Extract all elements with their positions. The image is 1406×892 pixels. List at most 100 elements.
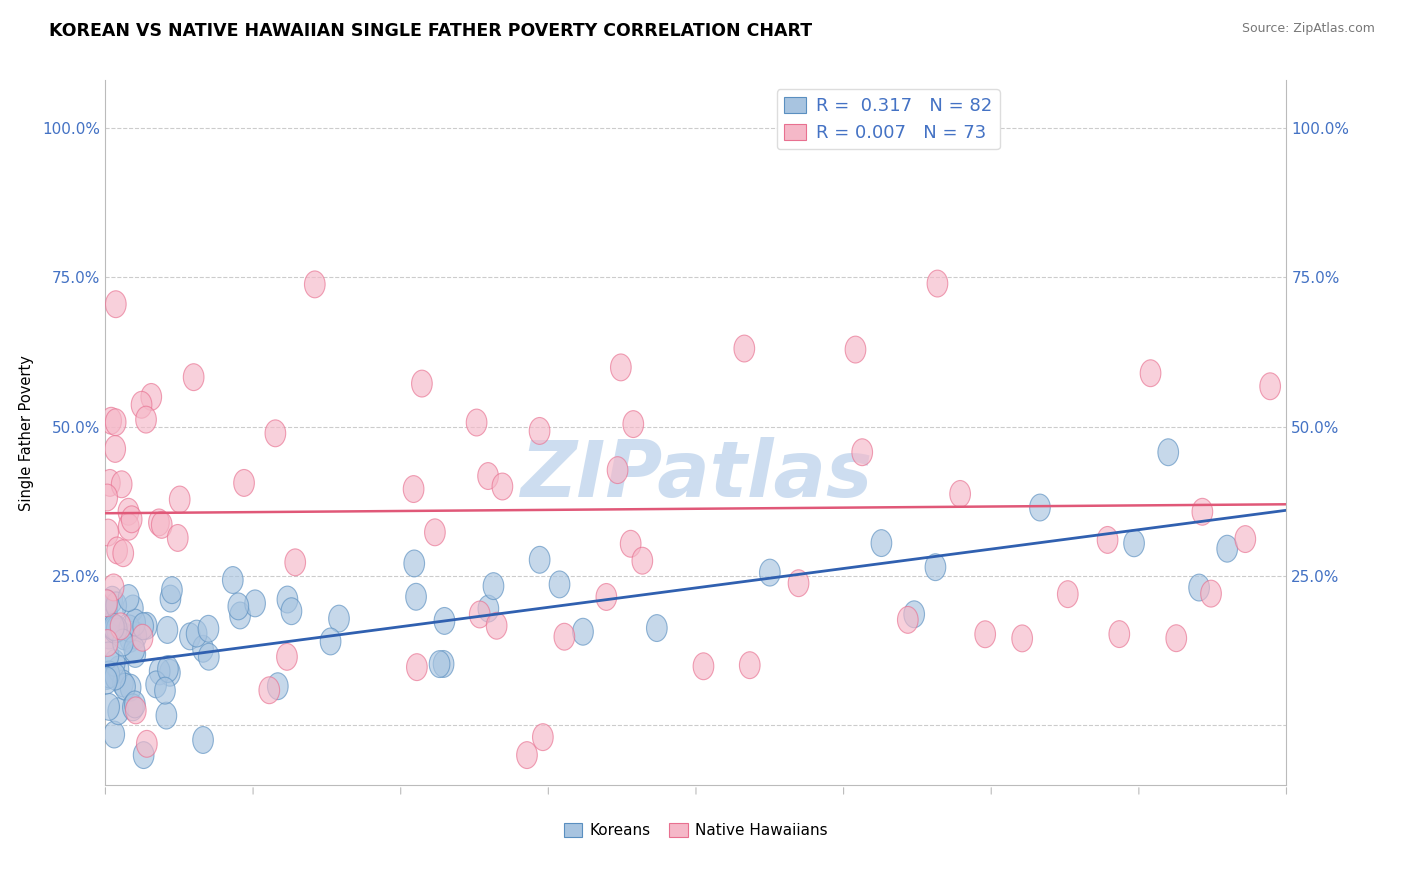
Ellipse shape xyxy=(434,607,454,634)
Ellipse shape xyxy=(1012,625,1032,652)
Ellipse shape xyxy=(120,625,141,652)
Ellipse shape xyxy=(1188,574,1209,601)
Ellipse shape xyxy=(97,598,118,625)
Ellipse shape xyxy=(425,519,446,546)
Ellipse shape xyxy=(1123,530,1144,557)
Ellipse shape xyxy=(97,590,117,616)
Ellipse shape xyxy=(927,270,948,297)
Ellipse shape xyxy=(112,629,134,656)
Ellipse shape xyxy=(101,586,122,613)
Ellipse shape xyxy=(101,612,121,639)
Ellipse shape xyxy=(118,584,139,612)
Ellipse shape xyxy=(259,677,280,704)
Ellipse shape xyxy=(404,550,425,577)
Ellipse shape xyxy=(950,481,970,508)
Ellipse shape xyxy=(852,439,873,466)
Ellipse shape xyxy=(105,435,125,462)
Ellipse shape xyxy=(285,549,305,575)
Ellipse shape xyxy=(759,559,780,586)
Ellipse shape xyxy=(222,566,243,593)
Ellipse shape xyxy=(98,519,118,546)
Ellipse shape xyxy=(872,530,891,557)
Ellipse shape xyxy=(484,573,503,599)
Ellipse shape xyxy=(974,621,995,648)
Ellipse shape xyxy=(136,731,157,757)
Ellipse shape xyxy=(1159,439,1178,466)
Ellipse shape xyxy=(134,741,155,769)
Ellipse shape xyxy=(572,618,593,645)
Ellipse shape xyxy=(412,370,432,397)
Ellipse shape xyxy=(136,613,157,640)
Ellipse shape xyxy=(623,410,644,438)
Ellipse shape xyxy=(104,614,124,640)
Ellipse shape xyxy=(131,392,152,418)
Ellipse shape xyxy=(1234,525,1256,552)
Ellipse shape xyxy=(162,577,183,604)
Ellipse shape xyxy=(152,511,172,538)
Ellipse shape xyxy=(141,384,162,410)
Ellipse shape xyxy=(1140,359,1161,386)
Ellipse shape xyxy=(118,499,139,525)
Ellipse shape xyxy=(156,702,177,729)
Ellipse shape xyxy=(492,473,513,500)
Ellipse shape xyxy=(122,694,143,721)
Ellipse shape xyxy=(107,615,127,642)
Ellipse shape xyxy=(1201,580,1222,607)
Ellipse shape xyxy=(904,601,925,628)
Ellipse shape xyxy=(127,623,146,649)
Ellipse shape xyxy=(118,513,139,541)
Ellipse shape xyxy=(607,457,628,483)
Ellipse shape xyxy=(245,590,266,616)
Ellipse shape xyxy=(789,570,808,597)
Ellipse shape xyxy=(125,691,145,718)
Ellipse shape xyxy=(897,607,918,633)
Ellipse shape xyxy=(98,642,118,669)
Ellipse shape xyxy=(529,417,550,444)
Ellipse shape xyxy=(157,656,179,682)
Ellipse shape xyxy=(97,663,117,690)
Ellipse shape xyxy=(1109,621,1129,648)
Ellipse shape xyxy=(101,408,121,434)
Ellipse shape xyxy=(108,656,129,683)
Ellipse shape xyxy=(740,652,761,679)
Ellipse shape xyxy=(104,649,125,676)
Ellipse shape xyxy=(1216,535,1237,562)
Ellipse shape xyxy=(277,586,298,613)
Ellipse shape xyxy=(111,471,132,498)
Ellipse shape xyxy=(610,354,631,381)
Ellipse shape xyxy=(1029,494,1050,521)
Ellipse shape xyxy=(281,598,302,624)
Ellipse shape xyxy=(104,721,125,748)
Ellipse shape xyxy=(160,585,181,612)
Ellipse shape xyxy=(1057,581,1078,607)
Ellipse shape xyxy=(132,624,153,651)
Ellipse shape xyxy=(104,616,125,643)
Ellipse shape xyxy=(125,609,145,636)
Ellipse shape xyxy=(125,640,146,667)
Ellipse shape xyxy=(1166,624,1187,652)
Ellipse shape xyxy=(125,697,146,723)
Ellipse shape xyxy=(631,548,652,574)
Ellipse shape xyxy=(277,643,297,670)
Ellipse shape xyxy=(112,540,134,566)
Ellipse shape xyxy=(97,595,117,622)
Ellipse shape xyxy=(105,291,127,318)
Ellipse shape xyxy=(167,524,188,551)
Ellipse shape xyxy=(1192,499,1213,525)
Ellipse shape xyxy=(550,571,569,598)
Ellipse shape xyxy=(124,636,145,663)
Ellipse shape xyxy=(193,635,214,662)
Ellipse shape xyxy=(647,615,668,641)
Ellipse shape xyxy=(155,677,176,704)
Ellipse shape xyxy=(467,409,486,436)
Ellipse shape xyxy=(596,583,617,610)
Ellipse shape xyxy=(433,650,454,677)
Ellipse shape xyxy=(97,630,118,657)
Ellipse shape xyxy=(478,463,498,490)
Ellipse shape xyxy=(1097,526,1118,553)
Ellipse shape xyxy=(266,420,285,447)
Legend: Koreans, Native Hawaiians: Koreans, Native Hawaiians xyxy=(558,817,834,844)
Ellipse shape xyxy=(329,605,349,632)
Ellipse shape xyxy=(180,623,200,649)
Ellipse shape xyxy=(321,628,340,655)
